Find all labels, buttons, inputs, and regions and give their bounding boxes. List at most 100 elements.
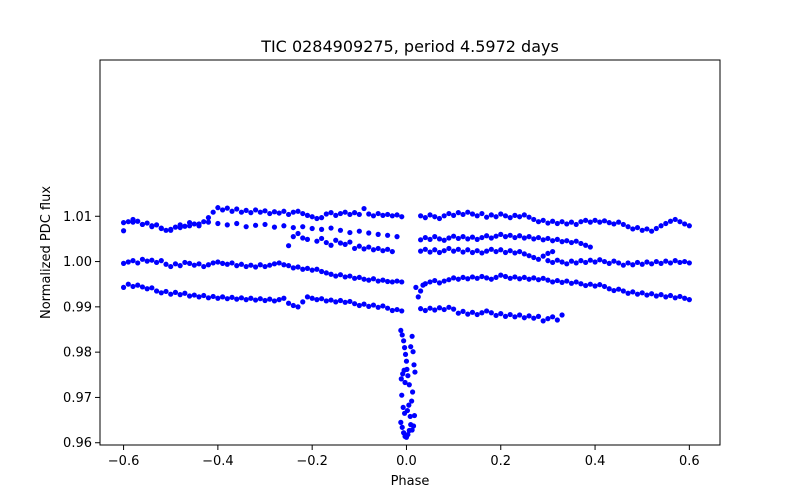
data-point (422, 215, 428, 221)
data-point (493, 274, 499, 281)
data-point (550, 238, 556, 244)
data-point (554, 257, 560, 263)
data-point (512, 314, 518, 320)
data-point (658, 292, 664, 298)
data-point (418, 213, 424, 219)
data-point (238, 295, 245, 301)
data-point (285, 263, 292, 269)
data-point (186, 293, 193, 299)
data-point (535, 256, 542, 262)
data-point (422, 281, 428, 287)
data-point (526, 214, 532, 220)
data-point (290, 224, 296, 231)
data-point (469, 211, 476, 217)
data-point (488, 310, 494, 316)
data-point (314, 215, 320, 222)
data-point (535, 313, 542, 319)
data-point (465, 276, 471, 282)
data-point (479, 310, 485, 316)
data-point (521, 212, 527, 218)
data-point (144, 258, 150, 264)
data-point (545, 235, 551, 242)
data-point (130, 258, 136, 264)
x-tick-label: −0.4 (202, 454, 234, 469)
data-point (191, 292, 197, 298)
data-point (583, 242, 589, 248)
data-point (229, 208, 235, 214)
data-point (535, 234, 542, 241)
data-point (125, 219, 131, 225)
data-point (432, 234, 438, 240)
data-point (219, 294, 226, 300)
data-point (587, 244, 593, 250)
data-point (512, 274, 518, 280)
data-point (488, 235, 494, 241)
data-point (672, 295, 678, 301)
data-point (347, 211, 353, 218)
data-point (422, 307, 428, 314)
data-point (649, 228, 655, 234)
data-point (153, 222, 160, 228)
data-point (568, 280, 575, 286)
data-point (441, 237, 447, 243)
data-point (484, 248, 490, 254)
data-point (583, 282, 589, 289)
data-point (135, 282, 141, 288)
data-point (427, 305, 433, 311)
data-point (125, 281, 131, 287)
data-point (337, 210, 344, 217)
data-point (219, 207, 226, 213)
data-point (389, 279, 395, 285)
data-point (682, 221, 688, 227)
data-point (144, 286, 150, 292)
data-point (309, 267, 315, 273)
data-point (257, 296, 263, 302)
data-point (323, 270, 329, 276)
data-point (309, 214, 315, 220)
data-point (370, 213, 377, 219)
data-point (507, 215, 513, 221)
data-point (191, 221, 197, 227)
data-point (398, 419, 404, 425)
data-point (502, 213, 509, 219)
data-point (630, 262, 636, 268)
data-point (300, 224, 306, 230)
data-point (672, 258, 678, 264)
data-point (248, 295, 254, 301)
data-point (347, 298, 353, 305)
data-point (411, 412, 418, 419)
data-point (290, 234, 296, 240)
data-point (601, 218, 608, 224)
data-point (319, 296, 325, 302)
data-point (153, 288, 160, 294)
data-point (309, 295, 315, 301)
data-point (262, 208, 268, 214)
data-point (418, 237, 424, 243)
data-point (342, 274, 348, 280)
y-tick-label: 0.97 (63, 391, 92, 406)
data-point (356, 274, 362, 281)
data-point (333, 273, 339, 279)
data-point (285, 211, 292, 218)
data-point (210, 209, 216, 215)
data-point (394, 212, 400, 218)
data-point (405, 373, 411, 379)
data-point (149, 224, 155, 230)
data-point (484, 214, 490, 220)
data-point (120, 284, 127, 290)
data-point (578, 258, 584, 264)
data-point (601, 283, 608, 290)
data-point (644, 226, 650, 232)
data-point (385, 232, 391, 238)
data-point (399, 424, 405, 430)
data-point (224, 205, 230, 211)
data-point (521, 315, 527, 321)
y-axis: 0.96 0.97 0.98 0.99 1.00 1.01 (63, 210, 100, 451)
data-point (399, 308, 405, 314)
data-point (404, 407, 411, 414)
data-point (460, 308, 466, 314)
data-point (502, 234, 509, 240)
data-point (446, 210, 452, 217)
data-point (139, 256, 146, 262)
x-tick-label: 0.2 (490, 454, 511, 469)
